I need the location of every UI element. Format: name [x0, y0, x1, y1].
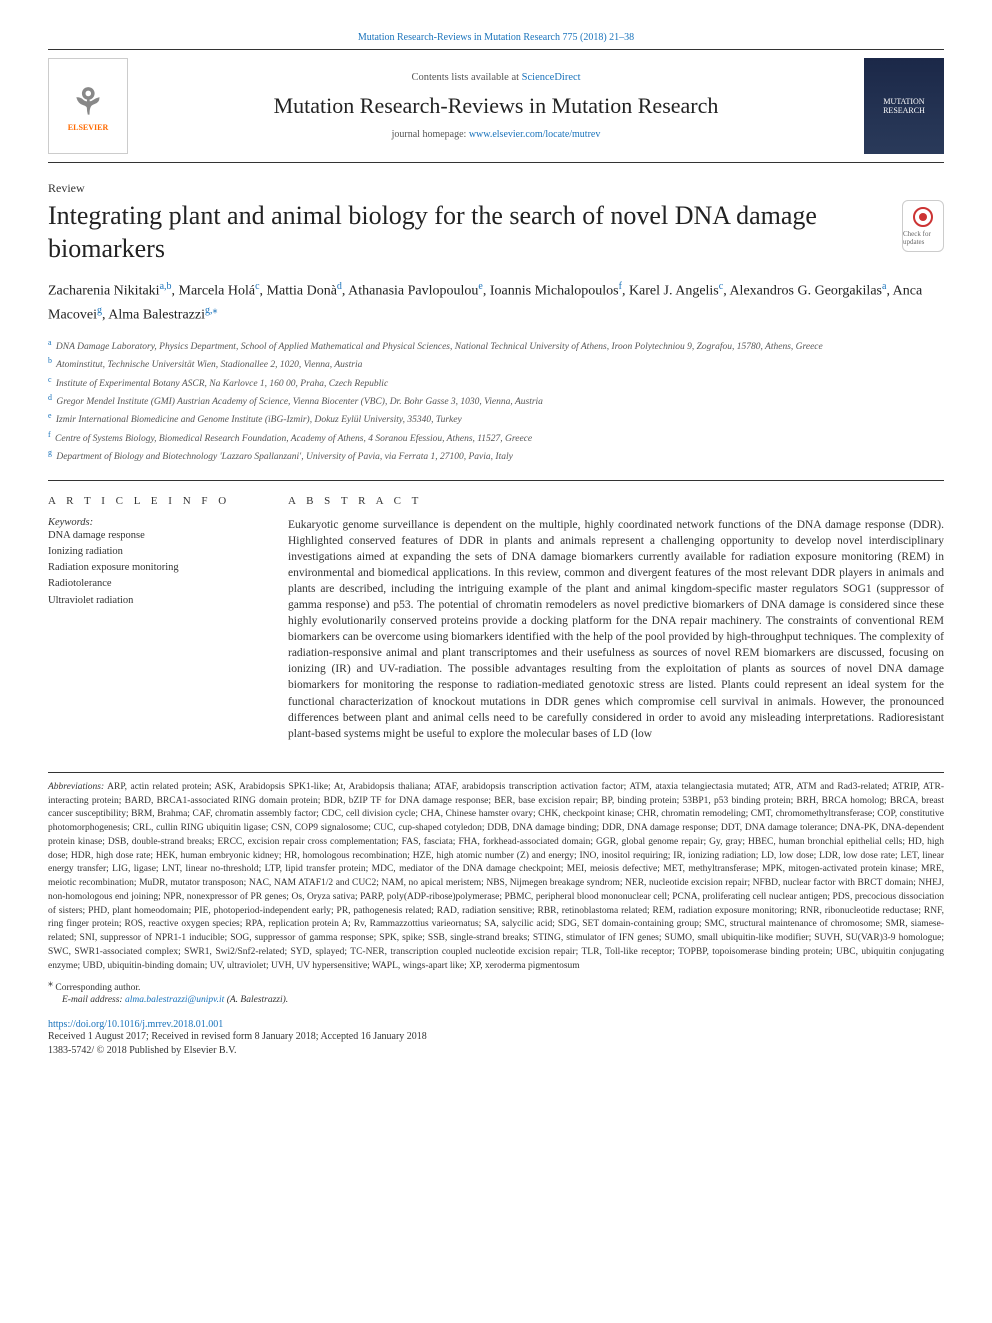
journal-cover-thumbnail: MUTATION RESEARCH	[864, 58, 944, 154]
email-suffix: (A. Balestrazzi).	[224, 995, 288, 1005]
keywords-label: Keywords:	[48, 517, 248, 528]
tree-icon: ⚘	[72, 81, 104, 123]
keyword-item: Radiation exposure monitoring	[48, 560, 248, 576]
affiliation-item: c Institute of Experimental Botany ASCR,…	[48, 374, 944, 392]
publisher-name: ELSEVIER	[68, 123, 108, 132]
homepage-link[interactable]: www.elsevier.com/locate/mutrev	[469, 129, 601, 140]
article-info-heading: A R T I C L E I N F O	[48, 495, 248, 507]
affiliations-list: a DNA Damage Laboratory, Physics Departm…	[48, 337, 944, 465]
keyword-item: Ultraviolet radiation	[48, 593, 248, 609]
email-label: E-mail address:	[62, 995, 125, 1005]
abstract-column: A B S T R A C T Eukaryotic genome survei…	[288, 495, 944, 742]
crossmark-icon	[913, 207, 933, 227]
authors-list: Zacharenia Nikitakia,b, Marcela Holác, M…	[48, 279, 944, 327]
keyword-item: Ionizing radiation	[48, 544, 248, 560]
keyword-item: Radiotolerance	[48, 576, 248, 592]
affiliation-item: f Centre of Systems Biology, Biomedical …	[48, 429, 944, 447]
affiliation-item: e Izmir International Biomedicine and Ge…	[48, 410, 944, 428]
abbreviations-label: Abbreviations:	[48, 782, 104, 792]
running-header: Mutation Research-Reviews in Mutation Re…	[48, 32, 944, 43]
keywords-list: DNA damage responseIonizing radiationRad…	[48, 528, 248, 609]
abstract-heading: A B S T R A C T	[288, 495, 944, 507]
abbreviations-text: ARP, actin related protein; ASK, Arabido…	[48, 782, 944, 971]
header-center: Contents lists available at ScienceDirec…	[128, 72, 864, 140]
separator-rule	[48, 480, 944, 481]
abbreviations-block: Abbreviations: ARP, actin related protei…	[48, 772, 944, 974]
contents-line: Contents lists available at ScienceDirec…	[128, 72, 864, 83]
corresponding-author: ⁎ Corresponding author.	[48, 978, 944, 993]
sciencedirect-link[interactable]: ScienceDirect	[522, 72, 581, 83]
email-line: E-mail address: alma.balestrazzi@unipv.i…	[62, 995, 944, 1005]
article-title: Integrating plant and animal biology for…	[48, 200, 902, 265]
homepage-line: journal homepage: www.elsevier.com/locat…	[128, 129, 864, 140]
corresp-mark: ⁎	[48, 978, 53, 989]
journal-header: ⚘ ELSEVIER Contents lists available at S…	[48, 49, 944, 163]
title-row: Integrating plant and animal biology for…	[48, 200, 944, 265]
receipt-line: Received 1 August 2017; Received in revi…	[48, 1030, 944, 1044]
running-header-link[interactable]: Mutation Research-Reviews in Mutation Re…	[358, 32, 634, 43]
article-info-column: A R T I C L E I N F O Keywords: DNA dama…	[48, 495, 248, 742]
doi-line: https://doi.org/10.1016/j.mrrev.2018.01.…	[48, 1019, 944, 1030]
affiliation-item: g Department of Biology and Biotechnolog…	[48, 447, 944, 465]
issn-copyright-line: 1383-5742/ © 2018 Published by Elsevier …	[48, 1044, 944, 1058]
check-updates-badge[interactable]: Check for updates	[902, 200, 944, 252]
affiliation-item: d Gregor Mendel Institute (GMI) Austrian…	[48, 392, 944, 410]
article-type: Review	[48, 181, 944, 196]
corresp-text: Corresponding author.	[55, 983, 140, 993]
journal-title: Mutation Research-Reviews in Mutation Re…	[128, 93, 864, 119]
abstract-text: Eukaryotic genome surveillance is depend…	[288, 517, 944, 742]
affiliation-item: b Atominstitut, Technische Universität W…	[48, 355, 944, 373]
corresp-email-link[interactable]: alma.balestrazzi@unipv.it	[125, 995, 224, 1005]
keyword-item: DNA damage response	[48, 528, 248, 544]
elsevier-logo: ⚘ ELSEVIER	[48, 58, 128, 154]
affiliation-item: a DNA Damage Laboratory, Physics Departm…	[48, 337, 944, 355]
info-abstract-columns: A R T I C L E I N F O Keywords: DNA dama…	[48, 495, 944, 742]
doi-link[interactable]: https://doi.org/10.1016/j.mrrev.2018.01.…	[48, 1019, 223, 1030]
